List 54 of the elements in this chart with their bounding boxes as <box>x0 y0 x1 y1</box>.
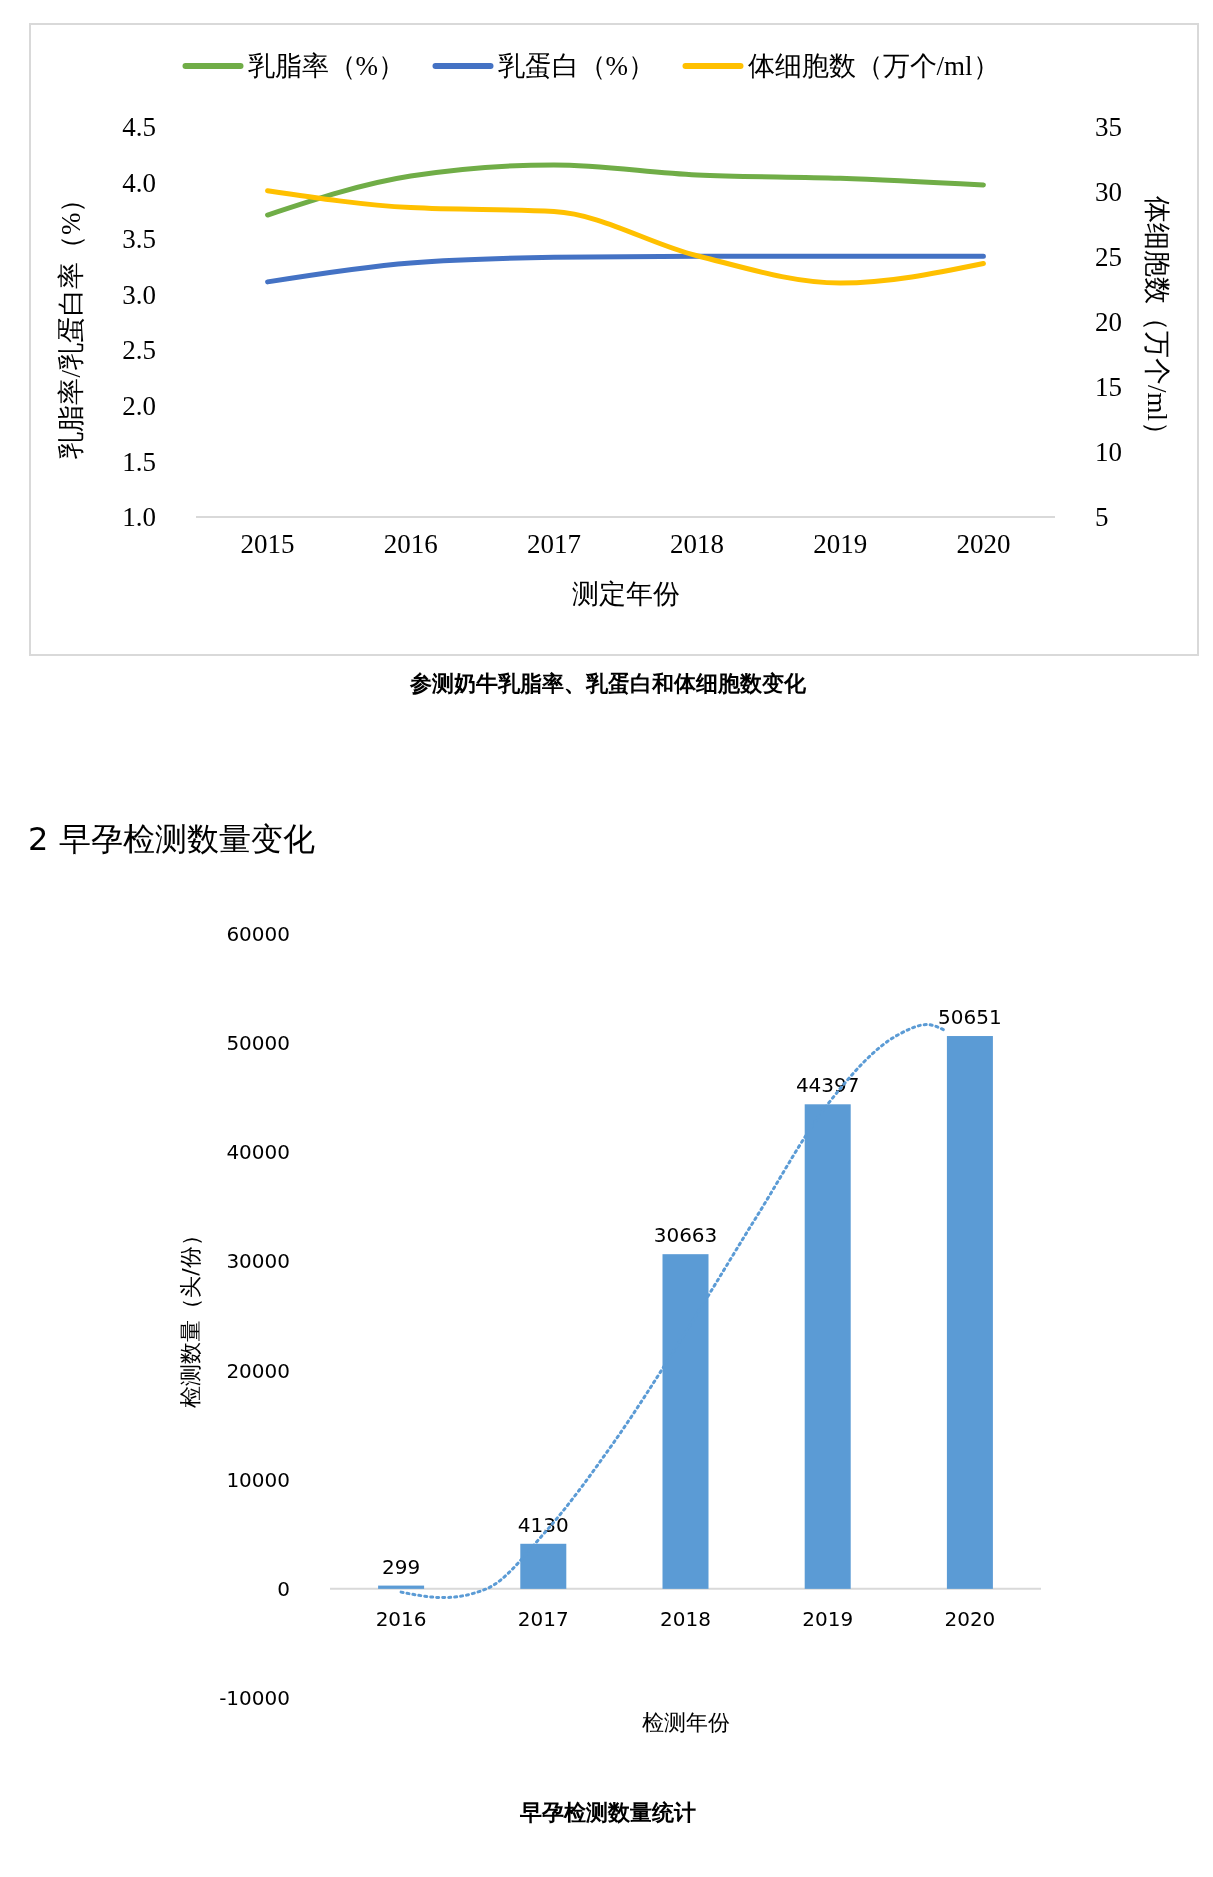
legend-label: 乳脂率（%） <box>247 51 405 82</box>
y-tick-label: 10000 <box>226 1467 290 1492</box>
y-tick-label: -10000 <box>219 1686 290 1710</box>
y-tick-label: 3.5 <box>122 223 156 254</box>
chart-subtitle: 2 早孕检测数量变化 <box>28 820 315 858</box>
data-label: 44397 <box>795 1073 860 1098</box>
y2-axis-title: 体细胞数（万个/ml） <box>1142 195 1172 449</box>
x-tick-label: 2020 <box>956 529 1011 559</box>
y2-tick-label: 15 <box>1095 372 1122 403</box>
x-axis-title: 检测年份 <box>641 1710 730 1735</box>
x-tick-label: 2015 <box>240 529 295 559</box>
x-tick-label: 2018 <box>670 529 725 559</box>
data-label: 30663 <box>653 1223 718 1248</box>
x-tick-label: 2016 <box>375 1607 427 1631</box>
y2-tick-label: 5 <box>1095 502 1109 533</box>
y2-tick-label: 25 <box>1095 242 1122 273</box>
y2-tick-label: 30 <box>1095 177 1122 208</box>
y-tick-label: 3.0 <box>122 279 156 310</box>
y-tick-label: 30000 <box>226 1249 290 1274</box>
y2-tick-label: 10 <box>1095 437 1122 468</box>
y2-tick-label: 20 <box>1095 307 1122 338</box>
x-tick-label: 2017 <box>526 529 581 559</box>
legend-label: 体细胞数（万个/ml） <box>747 51 1000 82</box>
y-axis-title: 检测数量（头/份） <box>178 1224 203 1408</box>
text: 早孕检测数量统计 <box>519 1800 696 1825</box>
y-tick-label: 4.0 <box>122 168 156 199</box>
x-tick-label: 2019 <box>813 529 868 559</box>
y-tick-label: 2.5 <box>122 335 156 366</box>
y-tick-label: 2.0 <box>122 391 156 422</box>
legend-label: 乳蛋白（%） <box>497 51 655 82</box>
y-tick-label: 20000 <box>226 1358 290 1383</box>
x-tick-label: 2020 <box>944 1607 996 1631</box>
y-tick-label: 4.5 <box>122 112 156 143</box>
y-tick-label: 0 <box>277 1576 290 1601</box>
text: 参测奶牛乳脂率、乳蛋白和体细胞数变化 <box>409 671 807 696</box>
y-tick-label: 60000 <box>226 922 290 946</box>
x-tick-label: 2016 <box>383 529 438 559</box>
y2-tick-label: 35 <box>1095 112 1122 143</box>
data-label: 299 <box>382 1554 421 1579</box>
x-tick-label: 2017 <box>517 1607 569 1631</box>
bar <box>946 1036 993 1589</box>
x-axis-title: 测定年份 <box>571 579 680 609</box>
bar <box>378 1585 425 1589</box>
bar <box>804 1104 851 1589</box>
y-tick-label: 1.0 <box>122 502 156 533</box>
bar <box>520 1543 567 1589</box>
x-tick-label: 2018 <box>660 1607 711 1631</box>
data-label: 50651 <box>938 1005 1002 1030</box>
x-tick-label: 2019 <box>802 1607 854 1631</box>
y-tick-label: 1.5 <box>122 446 156 477</box>
y-tick-label: 50000 <box>226 1031 290 1056</box>
y-tick-label: 40000 <box>226 1140 290 1165</box>
bar <box>662 1254 709 1589</box>
y-axis-title: 乳脂率/乳蛋白率（%） <box>56 185 86 459</box>
